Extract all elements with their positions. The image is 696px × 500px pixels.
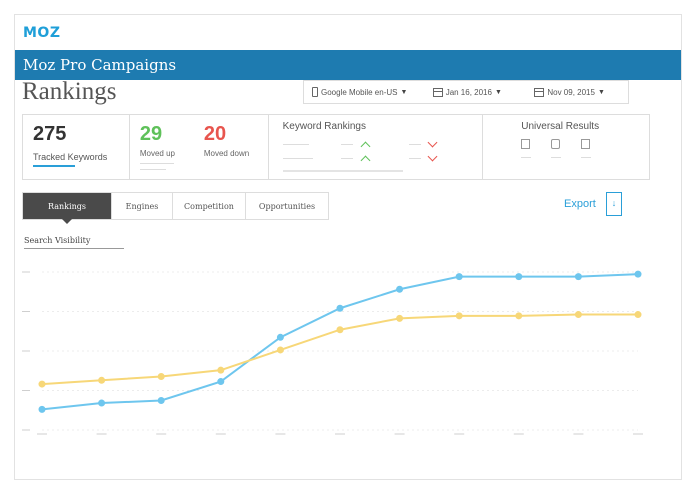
placeholder-line xyxy=(340,144,353,145)
series-line-1 xyxy=(41,313,638,386)
data-point[interactable] xyxy=(276,346,284,354)
start-date-value: Jan 16, 2016 xyxy=(445,87,492,97)
data-point[interactable] xyxy=(574,311,582,319)
end-date-value: Nov 09, 2015 xyxy=(547,87,595,97)
export-button[interactable]: Export xyxy=(564,198,596,210)
chart-title: Search Visibility xyxy=(24,236,124,249)
data-point[interactable] xyxy=(336,326,344,334)
chevron-down-icon xyxy=(427,151,438,162)
data-point[interactable] xyxy=(515,273,523,281)
keyword-rankings-stat: Keyword Rankings xyxy=(269,115,484,179)
moved-down-count: 20 xyxy=(203,123,227,145)
download-icon[interactable]: ↓ xyxy=(606,192,622,216)
tab-engines[interactable]: Engines xyxy=(112,193,173,219)
chevron-up-icon xyxy=(360,141,371,152)
page-icon xyxy=(521,139,531,149)
universal-results-stat: Universal Results xyxy=(483,115,649,179)
tab-opportunities[interactable]: Opportunities xyxy=(258,201,316,211)
data-point[interactable] xyxy=(515,312,523,320)
mobile-device-icon xyxy=(312,87,318,97)
end-date-dropdown[interactable]: Nov 09, 2015 ▼ xyxy=(526,87,628,97)
moz-logo[interactable]: MOZ xyxy=(23,25,61,41)
chevron-up-icon xyxy=(360,155,371,166)
calendar-icon xyxy=(534,87,545,97)
data-point[interactable] xyxy=(634,270,642,278)
placeholder-line xyxy=(282,158,313,159)
device-dropdown[interactable]: Google Mobile en-US ▼ xyxy=(304,87,425,97)
tracked-keywords-count: 275 xyxy=(33,123,67,145)
caret-down-icon: ▼ xyxy=(494,88,502,96)
data-point[interactable] xyxy=(157,372,165,380)
image-icon xyxy=(581,139,591,149)
start-date-dropdown[interactable]: Jan 16, 2016 ▼ xyxy=(425,87,527,97)
app-header-bar: Moz Pro Campaigns xyxy=(15,50,681,80)
placeholder-line xyxy=(408,158,421,159)
keyword-rankings-title: Keyword Rankings xyxy=(282,121,366,132)
data-point[interactable] xyxy=(574,273,582,281)
caret-down-icon: ▼ xyxy=(400,88,408,96)
caret-down-icon: ▼ xyxy=(597,88,605,96)
series-line-0 xyxy=(41,273,639,411)
map-icon xyxy=(551,139,561,149)
data-point[interactable] xyxy=(98,376,106,384)
page-title: Rankings xyxy=(22,78,117,105)
tab-rankings[interactable]: Rankings xyxy=(23,193,112,224)
data-point[interactable] xyxy=(38,405,46,413)
data-point[interactable] xyxy=(217,378,225,386)
progress-track xyxy=(282,170,403,172)
app-title[interactable]: Moz Pro Campaigns xyxy=(23,56,177,74)
moved-up-label: Moved up xyxy=(139,149,175,158)
calendar-icon xyxy=(432,87,443,97)
data-point[interactable] xyxy=(634,311,642,319)
tracked-keywords-label: Tracked Keywords xyxy=(33,152,108,162)
moved-stat: 29 Moved up 20 Moved down xyxy=(130,115,269,179)
active-underline xyxy=(33,165,75,167)
placeholder-line xyxy=(139,163,174,164)
data-point[interactable] xyxy=(336,304,344,312)
tab-bar: Rankings Engines Competition Opportuniti… xyxy=(22,192,329,224)
placeholder-line xyxy=(282,144,309,145)
universal-results-title: Universal Results xyxy=(521,121,600,132)
data-point[interactable] xyxy=(276,333,284,341)
data-point[interactable] xyxy=(38,380,46,388)
placeholder-line xyxy=(340,158,353,159)
placeholder-line xyxy=(139,169,166,170)
placeholder-line xyxy=(581,157,592,158)
placeholder-line xyxy=(551,157,562,158)
moved-up-count: 29 xyxy=(139,123,163,145)
search-visibility-chart xyxy=(22,270,643,435)
data-point[interactable] xyxy=(396,314,404,322)
tracked-keywords-stat[interactable]: 275 Tracked Keywords xyxy=(23,115,130,179)
moved-down-label: Moved down xyxy=(203,149,250,158)
data-point[interactable] xyxy=(98,399,106,407)
placeholder-line xyxy=(408,144,421,145)
tab-competition[interactable]: Competition xyxy=(173,193,246,219)
data-point[interactable] xyxy=(455,312,463,320)
chevron-down-icon xyxy=(427,137,438,148)
placeholder-line xyxy=(521,157,532,158)
data-point[interactable] xyxy=(217,366,225,374)
data-point[interactable] xyxy=(455,273,463,281)
filter-bar: Google Mobile en-US ▼ Jan 16, 2016 ▼ Nov… xyxy=(303,80,629,104)
data-point[interactable] xyxy=(157,397,165,405)
device-dropdown-value: Google Mobile en-US xyxy=(321,87,398,97)
stats-panel: 275 Tracked Keywords 29 Moved up 20 Move… xyxy=(22,114,650,180)
data-point[interactable] xyxy=(396,285,404,293)
